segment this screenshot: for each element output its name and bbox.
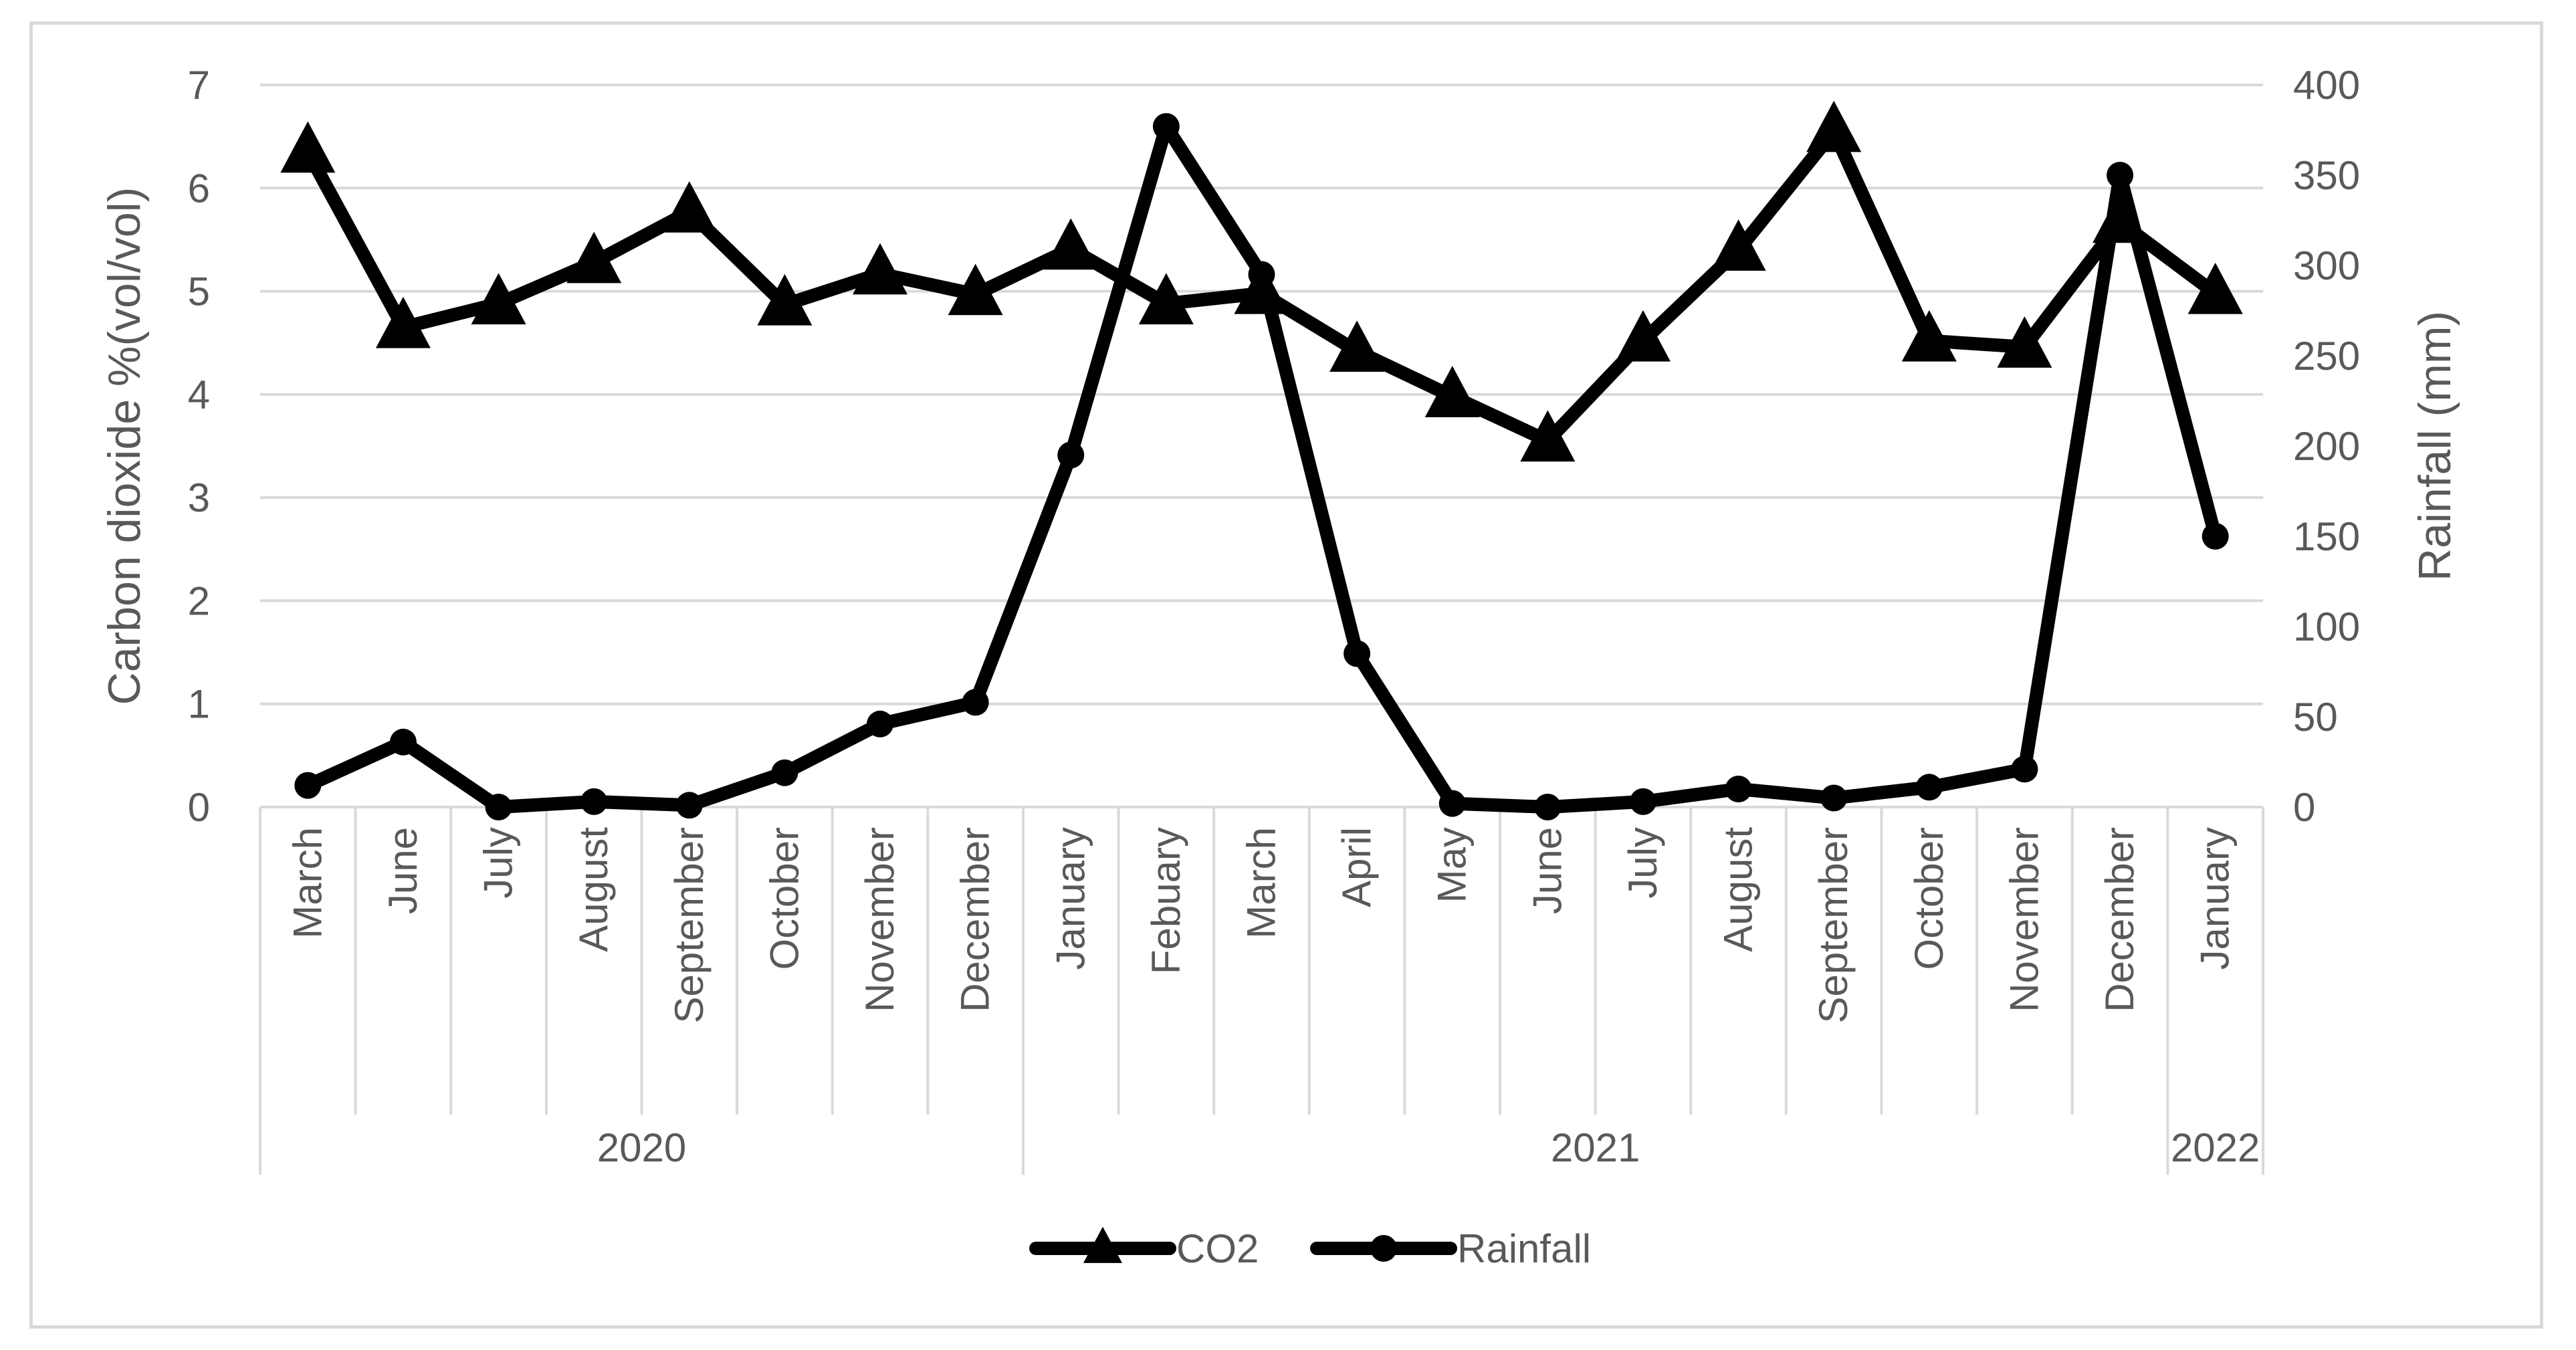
x-group-label: 2020 [597,1125,686,1170]
legend-marker-circle [1370,1235,1397,1262]
data-point-co2 [1901,310,1957,362]
legend-label: Rainfall [1457,1226,1591,1271]
data-point-rainfall [389,728,417,756]
y2-tick-label: 100 [2293,604,2360,649]
y-tick-label: 4 [188,372,210,417]
legend: CO2 Rainfall [1029,1226,1591,1271]
data-point-rainfall [485,794,512,820]
y-tick-label: 7 [188,63,210,108]
legend-item-rainfall: Rainfall [1310,1226,1591,1271]
legend-marker-triangle [1083,1226,1122,1263]
x-tick-label: March [1239,827,1284,939]
x-tick-label: December [953,827,998,1012]
data-point-rainfall [1344,640,1371,667]
data-point-rainfall [1915,774,1943,801]
data-point-rainfall [771,759,798,786]
y-axis-title: Carbon dioxide %(vol/vol) [99,187,150,705]
x-group-label: 2022 [2171,1125,2260,1170]
data-point-rainfall [2107,162,2134,189]
data-point-rainfall [675,792,703,819]
series-layer [280,100,2243,820]
chart-frame: 0 1 2 3 4 5 6 7 0 50 100 150 200 250 300 350 400 Carbon d… [29,21,2543,1329]
x-tick-label: June [381,827,425,914]
x-tick-label: March [285,827,330,939]
x-tick-label: November [857,827,902,1012]
data-point-co2 [566,231,622,284]
data-point-rainfall [294,772,322,799]
data-point-co2 [471,273,526,325]
x-tick-label: April [1334,827,1379,907]
data-point-rainfall [867,710,894,738]
y2-tick-label: 200 [2293,424,2360,469]
x-tick-label: August [571,827,616,952]
x-tick-label: January [1048,827,1093,970]
y2-tick-label: 300 [2293,243,2360,288]
y2-tick-label: 250 [2293,334,2360,378]
x-tick-label: September [1811,827,1856,1024]
x-tick-label: July [476,827,521,899]
data-point-rainfall [1152,113,1180,140]
y2-axis-title: Rainfall (mm) [2409,311,2460,581]
y-tick-label: 0 [188,785,210,830]
data-point-co2 [1806,100,1862,152]
data-point-rainfall [962,689,989,716]
x-tick-label: June [1525,827,1570,914]
data-point-rainfall [2202,523,2229,550]
y-tick-label: 6 [188,166,210,211]
axes: 0 1 2 3 4 5 6 7 0 50 100 150 200 250 300 350 400 Carbon d… [99,63,2460,1175]
y2-tick-label: 50 [2293,695,2338,740]
y2-tick-label: 0 [2293,785,2315,830]
data-point-co2 [661,181,717,233]
data-point-co2 [1711,219,1766,271]
chart-svg: 0 1 2 3 4 5 6 7 0 50 100 150 200 250 300 350 400 Carbon d… [99,63,2460,1271]
y2-tick-label: 400 [2293,63,2360,108]
data-point-co2 [1520,410,1576,462]
x-tick-label: May [1430,827,1475,903]
data-point-rainfall [1725,776,1752,802]
x-tick-label: December [2097,827,2142,1012]
data-point-co2 [375,296,431,348]
legend-item-co2: CO2 [1029,1226,1259,1271]
data-point-co2 [1615,310,1671,362]
data-point-co2 [853,243,908,295]
data-point-co2 [1424,366,1480,417]
data-point-co2 [1329,320,1385,372]
data-point-rainfall [2011,756,2038,783]
x-tick-label: October [1907,827,1951,970]
gridlines [260,84,2263,808]
data-point-rainfall [1629,788,1656,815]
y2-tick-label: 350 [2293,153,2360,198]
data-point-rainfall [580,788,608,815]
x-tick-label: July [1620,827,1665,899]
data-point-rainfall [1057,441,1085,469]
data-point-co2 [1997,316,2052,368]
data-point-co2 [1138,273,1194,325]
data-point-rainfall [1248,261,1275,288]
y-tick-label: 1 [188,682,210,727]
x-group-label: 2021 [1551,1125,1640,1170]
x-tick-label: January [2193,827,2238,970]
legend-label: CO2 [1176,1226,1259,1271]
data-point-co2 [757,273,813,326]
data-point-co2 [1043,218,1099,270]
data-point-co2 [948,263,1003,316]
y-tick-label: 2 [188,578,210,623]
data-point-rainfall [1534,794,1562,820]
x-tick-label: August [1716,827,1761,952]
data-point-co2 [280,121,336,173]
y2-tick-label: 150 [2293,514,2360,559]
x-tick-label: September [667,827,712,1024]
x-tick-label: November [2002,827,2046,1012]
y-tick-label: 3 [188,475,210,520]
data-point-co2 [2187,262,2243,314]
y-tick-label: 5 [188,269,210,314]
data-point-rainfall [1438,790,1466,817]
x-tick-label: Febuary [1144,827,1188,974]
x-tick-label: October [762,827,807,970]
data-point-rainfall [1820,784,1848,812]
